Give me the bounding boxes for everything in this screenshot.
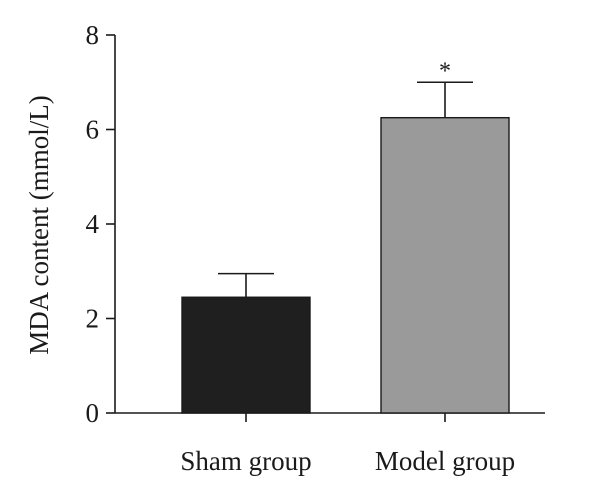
y-axis-label: MDA content (mmol/L) <box>24 95 54 354</box>
y-tick-label: 8 <box>86 20 100 50</box>
y-axis: 0 2 4 6 8 <box>86 20 116 428</box>
x-axis <box>115 412 545 422</box>
x-tick-label: Sham group <box>180 446 311 476</box>
y-tick-label: 6 <box>86 115 100 145</box>
bar-model-group <box>380 116 510 414</box>
bars <box>181 116 510 414</box>
x-tick-label: Model group <box>375 446 515 476</box>
labels: Sham group Model group * <box>180 58 515 476</box>
significance-marker: * <box>439 58 451 84</box>
y-tick-label: 0 <box>86 398 100 428</box>
y-tick-label: 4 <box>86 209 100 239</box>
bar-sham-group <box>181 296 311 414</box>
error-bars <box>218 81 473 298</box>
y-tick-label: 2 <box>86 304 100 334</box>
